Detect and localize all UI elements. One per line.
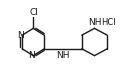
Text: NH: NH: [88, 18, 101, 27]
Text: N: N: [28, 51, 35, 60]
Text: Cl: Cl: [29, 8, 38, 17]
Text: NH: NH: [56, 51, 70, 60]
Text: N: N: [17, 31, 24, 40]
Text: HCl: HCl: [102, 18, 116, 27]
